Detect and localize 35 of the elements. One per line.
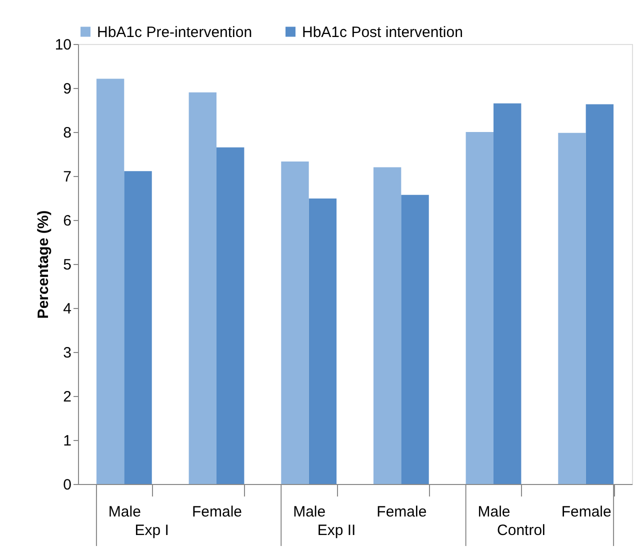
bar bbox=[558, 132, 586, 484]
x-tick-label: Female bbox=[561, 504, 612, 520]
x-tick-label: Female bbox=[192, 504, 242, 520]
y-tick-label: 7 bbox=[63, 168, 72, 186]
bar bbox=[216, 147, 244, 484]
y-tick-label: 10 bbox=[54, 36, 72, 54]
y-tick-label: 0 bbox=[63, 476, 72, 494]
bar bbox=[308, 198, 337, 484]
y-axis-title: Percentage (%) bbox=[34, 210, 52, 319]
x-tick-label: Female bbox=[376, 504, 427, 520]
y-tick-label: 4 bbox=[63, 300, 72, 318]
bar bbox=[96, 78, 124, 484]
y-tick-label: 9 bbox=[63, 80, 72, 98]
x-tick-label: Male bbox=[293, 504, 326, 520]
text: Control bbox=[497, 522, 546, 539]
x-tick-label: Male bbox=[108, 504, 141, 520]
y-tick-label: 3 bbox=[63, 344, 72, 362]
bar bbox=[494, 103, 522, 484]
text: Exp II bbox=[317, 522, 356, 539]
y-tick-label: 8 bbox=[63, 124, 72, 142]
bar bbox=[401, 194, 429, 484]
x-tick-label: Male bbox=[478, 504, 510, 520]
y-tick-label: 1 bbox=[63, 432, 72, 450]
bar bbox=[188, 92, 216, 484]
bar bbox=[124, 171, 152, 484]
y-tick-label: 2 bbox=[63, 388, 72, 406]
y-tick-label: 5 bbox=[63, 256, 72, 274]
bar bbox=[466, 132, 494, 484]
y-tick-label: 6 bbox=[63, 212, 72, 230]
text: Exp I bbox=[134, 522, 169, 539]
bar bbox=[281, 161, 309, 484]
legend-label: HbA1c Post intervention bbox=[302, 24, 463, 41]
legend-label: HbA1c Pre-intervention bbox=[97, 24, 252, 41]
bar bbox=[373, 167, 402, 484]
bar bbox=[586, 104, 614, 484]
